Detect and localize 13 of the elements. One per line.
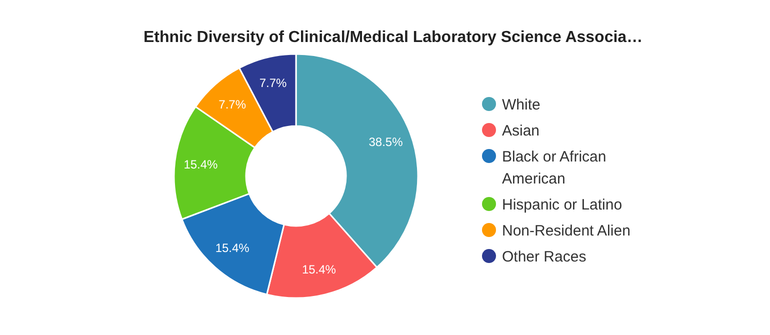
data-label: 7.7% — [259, 76, 288, 90]
chart-title: Ethnic Diversity of Clinical/Medical Laboratory Science Associa… — [143, 29, 643, 46]
data-label: 15.4% — [184, 158, 218, 172]
data-label: 38.5% — [368, 135, 404, 150]
data-label: 15.4% — [215, 241, 250, 256]
legend-label: Black or African American — [502, 148, 606, 188]
data-label: 15.4% — [302, 262, 336, 276]
legend-label: White — [502, 96, 540, 114]
legend-label: Other Races — [502, 248, 586, 266]
legend-label: Hispanic or Latino — [502, 196, 622, 214]
legend-label: Non-Resident Alien — [502, 222, 630, 240]
data-label: 7.7% — [218, 97, 246, 112]
legend-label: Asian — [502, 122, 540, 140]
